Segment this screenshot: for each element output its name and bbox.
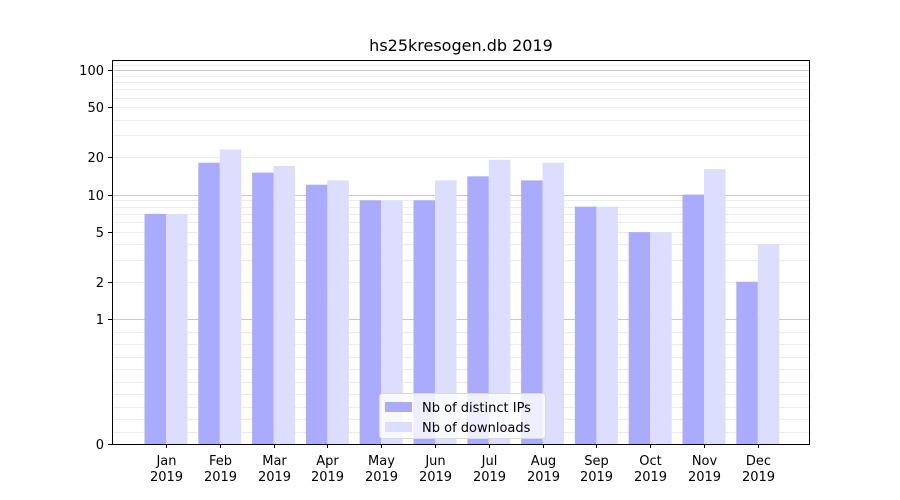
y-tick-label: 0 — [96, 438, 104, 453]
bar-distinct-ips — [682, 194, 704, 444]
x-tick-label-month: Feb — [209, 454, 232, 469]
bar-distinct-ips — [252, 172, 274, 444]
x-axis-ticks: Jan2019Feb2019Mar2019Apr2019May2019Jun20… — [150, 444, 775, 485]
x-tick-label-year: 2019 — [527, 470, 560, 485]
bar-downloads — [596, 206, 618, 444]
bar-downloads — [327, 180, 349, 444]
x-tick-label-year: 2019 — [150, 470, 183, 485]
y-tick-label: 10 — [87, 189, 104, 204]
x-tick-label-month: Sep — [584, 454, 609, 469]
x-tick-label-year: 2019 — [311, 470, 344, 485]
bar-distinct-ips — [574, 206, 597, 444]
x-tick-label-year: 2019 — [419, 470, 452, 485]
x-tick-label-month: Mar — [262, 454, 287, 469]
bar-downloads — [757, 244, 780, 444]
x-tick-label-month: Apr — [316, 454, 339, 469]
y-tick-label: 1 — [96, 313, 104, 328]
bar-downloads — [166, 213, 188, 444]
x-tick-label-month: Jun — [424, 454, 445, 469]
bar-downloads — [273, 165, 296, 444]
plot-frame — [112, 60, 810, 445]
bar-downloads — [704, 169, 726, 444]
bar-distinct-ips — [467, 176, 489, 444]
bar-distinct-ips — [736, 281, 758, 444]
bar-distinct-ips — [359, 200, 382, 444]
bar-downloads — [435, 180, 457, 444]
bar-distinct-ips — [521, 180, 543, 444]
bar-downloads — [219, 149, 242, 444]
legend-label: Nb of downloads — [422, 421, 531, 436]
bar-distinct-ips — [144, 213, 166, 444]
y-tick-label: 20 — [87, 151, 104, 166]
legend-swatch — [385, 402, 412, 412]
bar-distinct-ips — [198, 162, 220, 444]
bar-downloads — [650, 232, 672, 444]
bars — [144, 149, 780, 444]
x-tick-label-month: May — [368, 454, 395, 469]
y-tick-label: 50 — [87, 101, 104, 116]
bar-downloads — [488, 159, 511, 444]
y-axis-ticks: 0 1 2 5 10 20 50 100 — [79, 64, 112, 453]
x-tick-label-year: 2019 — [742, 470, 775, 485]
x-tick-label-year: 2019 — [258, 470, 291, 485]
legend: Nb of distinct IPs Nb of downloads — [379, 393, 546, 439]
bar-downloads — [542, 162, 565, 444]
y-tick-label: 2 — [96, 276, 104, 291]
x-tick-label-month: Jul — [481, 454, 498, 469]
x-tick-label-month: Jan — [155, 454, 176, 469]
bar-distinct-ips — [628, 232, 651, 444]
legend-label: Nb of distinct IPs — [422, 401, 531, 416]
x-tick-label-year: 2019 — [365, 470, 398, 485]
bar-downloads — [381, 200, 403, 444]
x-tick-label-year: 2019 — [688, 470, 721, 485]
y-tick-label: 100 — [79, 64, 104, 79]
x-tick-label-year: 2019 — [204, 470, 237, 485]
bar-distinct-ips — [413, 200, 435, 444]
x-tick-label-month: Oct — [639, 454, 661, 469]
x-tick-label-year: 2019 — [580, 470, 613, 485]
legend-swatch — [385, 422, 412, 432]
x-tick-label-month: Dec — [746, 454, 771, 469]
x-tick-label-month: Nov — [692, 454, 718, 469]
y-tick-label: 5 — [96, 226, 104, 241]
x-tick-label-year: 2019 — [473, 470, 506, 485]
x-tick-label-month: Aug — [531, 454, 556, 469]
x-tick-label-year: 2019 — [634, 470, 667, 485]
chart-title: hs25kresogen.db 2019 — [369, 36, 553, 55]
legend-box — [379, 393, 546, 439]
bar-distinct-ips — [305, 184, 328, 444]
